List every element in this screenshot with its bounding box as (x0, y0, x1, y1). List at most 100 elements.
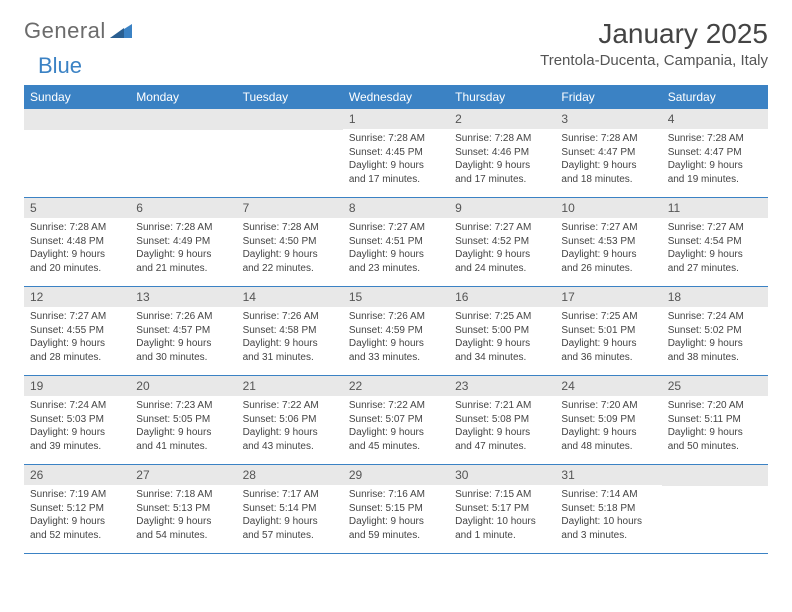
weeks-container: 1Sunrise: 7:28 AMSunset: 4:45 PMDaylight… (24, 109, 768, 554)
sunset-text: Sunset: 5:13 PM (136, 502, 230, 516)
day-cell (237, 109, 343, 197)
day-cell: 15Sunrise: 7:26 AMSunset: 4:59 PMDayligh… (343, 287, 449, 375)
weekday-header: Wednesday (343, 85, 449, 109)
sunset-text: Sunset: 5:06 PM (243, 413, 337, 427)
day-details: Sunrise: 7:28 AMSunset: 4:45 PMDaylight:… (343, 129, 449, 190)
day-cell (662, 465, 768, 553)
day-cell: 25Sunrise: 7:20 AMSunset: 5:11 PMDayligh… (662, 376, 768, 464)
day-cell: 14Sunrise: 7:26 AMSunset: 4:58 PMDayligh… (237, 287, 343, 375)
day-cell: 17Sunrise: 7:25 AMSunset: 5:01 PMDayligh… (555, 287, 661, 375)
day-details: Sunrise: 7:17 AMSunset: 5:14 PMDaylight:… (237, 485, 343, 546)
day-number: 17 (555, 287, 661, 307)
day-cell: 22Sunrise: 7:22 AMSunset: 5:07 PMDayligh… (343, 376, 449, 464)
sunrise-text: Sunrise: 7:28 AM (561, 132, 655, 146)
sunrise-text: Sunrise: 7:20 AM (668, 399, 762, 413)
day-details: Sunrise: 7:28 AMSunset: 4:47 PMDaylight:… (662, 129, 768, 190)
day-cell: 2Sunrise: 7:28 AMSunset: 4:46 PMDaylight… (449, 109, 555, 197)
sunrise-text: Sunrise: 7:20 AM (561, 399, 655, 413)
daylight-text: Daylight: 10 hours and 1 minute. (455, 515, 549, 542)
sunset-text: Sunset: 4:59 PM (349, 324, 443, 338)
sunset-text: Sunset: 4:53 PM (561, 235, 655, 249)
empty-day-number (130, 109, 236, 130)
daylight-text: Daylight: 9 hours and 59 minutes. (349, 515, 443, 542)
day-number: 12 (24, 287, 130, 307)
daylight-text: Daylight: 9 hours and 34 minutes. (455, 337, 549, 364)
sunset-text: Sunset: 5:12 PM (30, 502, 124, 516)
day-cell (24, 109, 130, 197)
brand-text-1: General (24, 18, 106, 44)
daylight-text: Daylight: 9 hours and 31 minutes. (243, 337, 337, 364)
daylight-text: Daylight: 9 hours and 39 minutes. (30, 426, 124, 453)
sunset-text: Sunset: 4:54 PM (668, 235, 762, 249)
day-number: 26 (24, 465, 130, 485)
day-details: Sunrise: 7:20 AMSunset: 5:11 PMDaylight:… (662, 396, 768, 457)
sunset-text: Sunset: 4:48 PM (30, 235, 124, 249)
sunrise-text: Sunrise: 7:25 AM (561, 310, 655, 324)
sunset-text: Sunset: 5:14 PM (243, 502, 337, 516)
day-number: 21 (237, 376, 343, 396)
sunset-text: Sunset: 4:45 PM (349, 146, 443, 160)
sunset-text: Sunset: 4:51 PM (349, 235, 443, 249)
day-details: Sunrise: 7:28 AMSunset: 4:46 PMDaylight:… (449, 129, 555, 190)
day-details: Sunrise: 7:24 AMSunset: 5:02 PMDaylight:… (662, 307, 768, 368)
sunrise-text: Sunrise: 7:28 AM (668, 132, 762, 146)
day-details: Sunrise: 7:22 AMSunset: 5:07 PMDaylight:… (343, 396, 449, 457)
day-cell: 8Sunrise: 7:27 AMSunset: 4:51 PMDaylight… (343, 198, 449, 286)
day-details: Sunrise: 7:16 AMSunset: 5:15 PMDaylight:… (343, 485, 449, 546)
empty-day-number (237, 109, 343, 130)
day-number: 10 (555, 198, 661, 218)
sunset-text: Sunset: 5:03 PM (30, 413, 124, 427)
day-cell: 9Sunrise: 7:27 AMSunset: 4:52 PMDaylight… (449, 198, 555, 286)
weekday-header: Monday (130, 85, 236, 109)
sunrise-text: Sunrise: 7:28 AM (136, 221, 230, 235)
day-cell: 16Sunrise: 7:25 AMSunset: 5:00 PMDayligh… (449, 287, 555, 375)
sunrise-text: Sunrise: 7:28 AM (455, 132, 549, 146)
daylight-text: Daylight: 9 hours and 23 minutes. (349, 248, 443, 275)
daylight-text: Daylight: 9 hours and 17 minutes. (455, 159, 549, 186)
daylight-text: Daylight: 9 hours and 28 minutes. (30, 337, 124, 364)
sunrise-text: Sunrise: 7:28 AM (30, 221, 124, 235)
sunrise-text: Sunrise: 7:28 AM (243, 221, 337, 235)
day-details: Sunrise: 7:27 AMSunset: 4:51 PMDaylight:… (343, 218, 449, 279)
day-cell: 5Sunrise: 7:28 AMSunset: 4:48 PMDaylight… (24, 198, 130, 286)
day-number: 27 (130, 465, 236, 485)
sunrise-text: Sunrise: 7:27 AM (561, 221, 655, 235)
day-cell: 31Sunrise: 7:14 AMSunset: 5:18 PMDayligh… (555, 465, 661, 553)
day-cell: 6Sunrise: 7:28 AMSunset: 4:49 PMDaylight… (130, 198, 236, 286)
sunrise-text: Sunrise: 7:18 AM (136, 488, 230, 502)
sunrise-text: Sunrise: 7:23 AM (136, 399, 230, 413)
weekday-header: Saturday (662, 85, 768, 109)
day-number: 24 (555, 376, 661, 396)
brand-logo: General (24, 18, 132, 44)
sunrise-text: Sunrise: 7:27 AM (668, 221, 762, 235)
daylight-text: Daylight: 9 hours and 50 minutes. (668, 426, 762, 453)
daylight-text: Daylight: 9 hours and 19 minutes. (668, 159, 762, 186)
empty-day-number (24, 109, 130, 130)
day-cell: 10 Sunrise: 7:27 AMSunset: 4:53 PMDayligh… (555, 198, 661, 286)
day-details: Sunrise: 7:28 AMSunset: 4:47 PMDaylight:… (555, 129, 661, 190)
daylight-text: Daylight: 9 hours and 41 minutes. (136, 426, 230, 453)
day-cell: 7Sunrise: 7:28 AMSunset: 4:50 PMDaylight… (237, 198, 343, 286)
day-number: 14 (237, 287, 343, 307)
day-details: Sunrise: 7:26 AMSunset: 4:57 PMDaylight:… (130, 307, 236, 368)
sunset-text: Sunset: 4:58 PM (243, 324, 337, 338)
daylight-text: Daylight: 9 hours and 22 minutes. (243, 248, 337, 275)
day-details: Sunrise: 7:22 AMSunset: 5:06 PMDaylight:… (237, 396, 343, 457)
daylight-text: Daylight: 9 hours and 43 minutes. (243, 426, 337, 453)
day-details: Sunrise: 7:21 AMSunset: 5:08 PMDaylight:… (449, 396, 555, 457)
daylight-text: Daylight: 9 hours and 26 minutes. (561, 248, 655, 275)
sunrise-text: Sunrise: 7:14 AM (561, 488, 655, 502)
day-cell: 28Sunrise: 7:17 AMSunset: 5:14 PMDayligh… (237, 465, 343, 553)
daylight-text: Daylight: 9 hours and 21 minutes. (136, 248, 230, 275)
sunset-text: Sunset: 4:52 PM (455, 235, 549, 249)
daylight-text: Daylight: 9 hours and 24 minutes. (455, 248, 549, 275)
day-cell: 23Sunrise: 7:21 AMSunset: 5:08 PMDayligh… (449, 376, 555, 464)
day-details: Sunrise: 7:25 AMSunset: 5:00 PMDaylight:… (449, 307, 555, 368)
sunset-text: Sunset: 5:05 PM (136, 413, 230, 427)
page-title: January 2025 (540, 18, 768, 50)
day-number: 13 (130, 287, 236, 307)
sunset-text: Sunset: 5:01 PM (561, 324, 655, 338)
daylight-text: Daylight: 9 hours and 57 minutes. (243, 515, 337, 542)
day-details: Sunrise: 7:23 AMSunset: 5:05 PMDaylight:… (130, 396, 236, 457)
calendar-grid: SundayMondayTuesdayWednesdayThursdayFrid… (24, 85, 768, 554)
